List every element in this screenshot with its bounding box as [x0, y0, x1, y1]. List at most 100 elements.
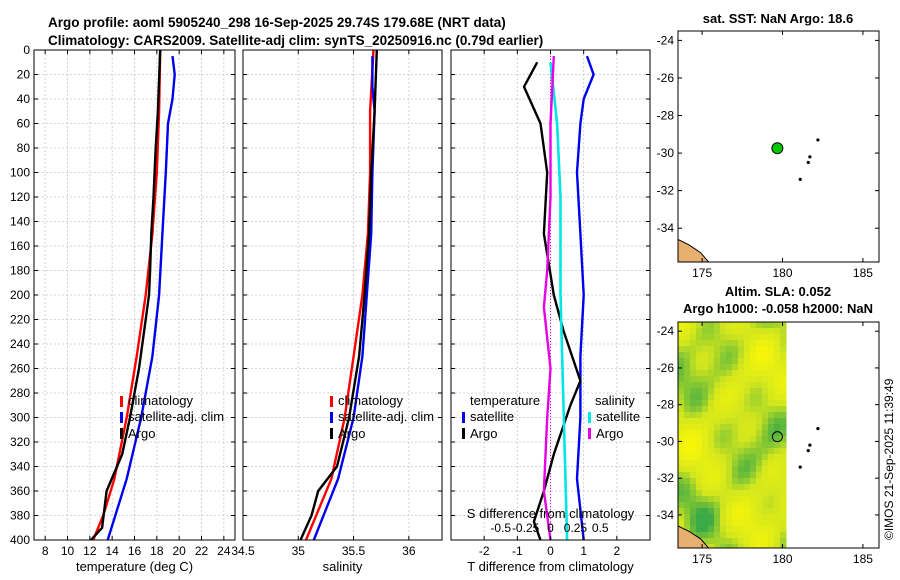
s-tick-label: 0.5	[592, 521, 609, 535]
legend-swatch-satellite	[120, 412, 123, 423]
legend-label-climatology: climatology	[128, 393, 194, 408]
sla-cell	[726, 352, 733, 359]
sla-cell	[690, 454, 697, 461]
sla-cell	[720, 544, 727, 548]
series-line-argo	[90, 50, 162, 540]
sla-cell	[714, 520, 721, 527]
sla-cell	[690, 394, 697, 401]
sla-cell	[738, 544, 745, 548]
sla-cell	[678, 448, 685, 455]
sla-cell	[774, 406, 781, 413]
sla-cell	[732, 340, 739, 347]
sla-cell	[726, 340, 733, 347]
sla-cell	[756, 484, 763, 491]
sla-cell	[696, 514, 703, 521]
sla-cell	[684, 460, 691, 467]
sla-cell	[720, 490, 727, 497]
sla-cell	[732, 472, 739, 479]
sla-cell	[684, 514, 691, 521]
sla-cell	[756, 532, 763, 539]
sla-cell	[720, 334, 727, 341]
sla-cell	[738, 424, 745, 431]
sla-cell	[732, 358, 739, 365]
sla-cell	[762, 472, 769, 479]
sla-cell	[732, 490, 739, 497]
sla-cell	[714, 388, 721, 395]
sla-cell	[720, 502, 727, 509]
sla-cell	[690, 418, 697, 425]
sla-cell	[720, 478, 727, 485]
salinity-xlabel: salinity	[323, 559, 363, 574]
x-tick-label: 175	[692, 266, 712, 280]
sla-cell	[690, 526, 697, 533]
island-marker	[806, 160, 810, 165]
sla-cell	[774, 382, 781, 389]
sla-cell	[690, 472, 697, 479]
sla-cell	[768, 466, 775, 473]
sla-cell	[756, 490, 763, 497]
sla-cell	[678, 454, 685, 461]
legend-label-satellite: satellite-adj. clim	[338, 409, 434, 424]
sla-cell	[750, 346, 757, 353]
sla-cell	[750, 490, 757, 497]
sla-cell	[726, 328, 733, 335]
sla-cell	[684, 466, 691, 473]
sla-cell	[702, 328, 709, 335]
sla-cell	[708, 418, 715, 425]
sla-cell	[750, 400, 757, 407]
sla-cell	[726, 544, 733, 548]
difference-legend-temperature: temperature satellite Argo	[462, 393, 540, 441]
sla-cell	[678, 394, 685, 401]
sla-cell	[744, 448, 751, 455]
sla-cell	[726, 508, 733, 515]
sla-cell	[690, 460, 697, 467]
sla-cell	[762, 466, 769, 473]
sla-cell	[708, 352, 715, 359]
sla-cell	[678, 484, 685, 491]
sla-cell	[780, 520, 787, 527]
sla-cell	[684, 406, 691, 413]
sla-cell	[690, 382, 697, 389]
sla-cell	[768, 340, 775, 347]
sla-cell	[768, 544, 775, 548]
sla-cell	[696, 472, 703, 479]
sla-cell	[714, 424, 721, 431]
sla-cell	[756, 448, 763, 455]
sla-cell	[774, 376, 781, 383]
sla-cell	[714, 328, 721, 335]
sla-cell	[744, 508, 751, 515]
sla-map-title-line2: Argo h1000: -0.058 h2000: NaN	[683, 301, 873, 316]
sla-cell	[762, 460, 769, 467]
sla-cell	[762, 502, 769, 509]
sla-cell	[762, 370, 769, 377]
sla-cell	[708, 454, 715, 461]
sla-cell	[738, 460, 745, 467]
sla-cell	[720, 520, 727, 527]
sla-cell	[750, 340, 757, 347]
sla-cell	[714, 382, 721, 389]
island-marker	[806, 449, 810, 453]
sla-cell	[720, 412, 727, 419]
sla-cell	[762, 412, 769, 419]
sla-cell	[750, 484, 757, 491]
sla-cell	[768, 484, 775, 491]
sla-cell	[756, 538, 763, 545]
sla-cell	[738, 376, 745, 383]
y-tick-label: -32	[657, 471, 675, 485]
sla-cell	[690, 442, 697, 449]
sla-cell	[780, 358, 787, 365]
sla-cell	[756, 358, 763, 365]
sla-cell	[696, 364, 703, 371]
sla-cell	[726, 484, 733, 491]
y-tick-label: 380	[10, 509, 30, 523]
sla-cell	[720, 352, 727, 359]
sla-cell	[690, 364, 697, 371]
sla-cell	[774, 472, 781, 479]
sla-cell	[714, 436, 721, 443]
sla-cell	[756, 442, 763, 449]
sst-map-title: sat. SST: NaN Argo: 18.6	[703, 11, 854, 26]
y-tick-label: -24	[657, 324, 675, 338]
sla-cell	[732, 376, 739, 383]
sla-cell	[714, 376, 721, 383]
sla-cell	[696, 484, 703, 491]
